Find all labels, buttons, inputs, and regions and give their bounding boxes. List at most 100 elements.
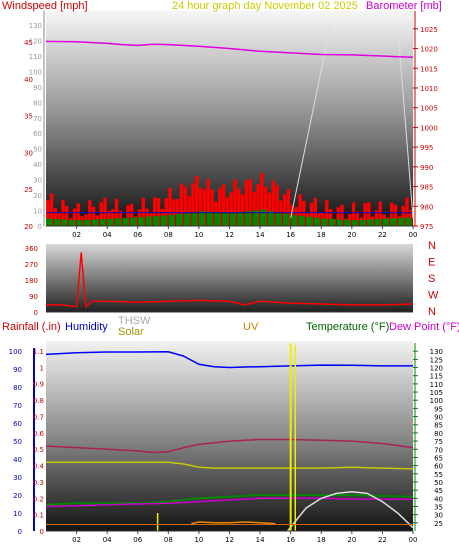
wind-avg-bar <box>198 211 205 226</box>
compass-label-3: E <box>428 257 435 269</box>
inner-tick-10: 10 <box>33 208 42 216</box>
mb-tick-1010: 1010 <box>420 85 438 93</box>
temp-tick-55: 55 <box>434 471 443 479</box>
wind-avg-bar <box>160 215 167 226</box>
temp-tick-85: 85 <box>434 422 443 430</box>
mb-tick-980: 980 <box>420 203 433 211</box>
wind-avg-bar <box>91 219 98 226</box>
thsw-line <box>45 438 414 454</box>
wind-avg-bar <box>321 218 328 226</box>
temp-tick-130: 130 <box>430 348 443 356</box>
wind-avg-bar <box>130 217 137 226</box>
wind-gust-bar <box>283 194 287 226</box>
wind-avg-bar <box>84 219 91 226</box>
uv-line <box>191 521 276 525</box>
wind-gust-bar <box>328 209 333 226</box>
panel3-x-label-14: 14 <box>256 536 265 544</box>
panel1-x-label-04: 04 <box>103 231 112 239</box>
panel3-x-label-02: 02 <box>72 536 81 544</box>
wind-gust-bar <box>252 191 256 226</box>
wind-avg-bar <box>107 218 114 226</box>
temp-tick-30: 30 <box>434 512 443 520</box>
wind-gust-bar <box>313 198 318 226</box>
wind-gust-bar <box>65 205 69 226</box>
wind-gust-bar <box>110 209 115 226</box>
inner-tick-70: 70 <box>33 115 42 123</box>
wind-gust-bar <box>107 210 111 226</box>
humidity-tick-40: 40 <box>13 456 22 464</box>
rain-tick-0.4: 0.4 <box>33 463 45 471</box>
rain-tick-0.1: 0.1 <box>33 512 44 520</box>
humidity-tick-0: 0 <box>18 528 22 536</box>
dewpoint-label: Dew Point (°F) <box>389 321 459 333</box>
wind-gust-bar <box>72 208 77 226</box>
humidity-tick-10: 10 <box>13 510 22 518</box>
mb-tick-1005: 1005 <box>420 105 438 113</box>
rain-tick-1.1: 1.1 <box>33 348 44 356</box>
mph-tick-20: 20 <box>24 223 33 231</box>
wind-gust-bar <box>141 197 145 226</box>
rain-tick-0.6: 0.6 <box>33 430 45 438</box>
wind-gust-bar <box>336 207 340 226</box>
panel3-x-label-18: 18 <box>317 536 326 544</box>
wind-gust-bar <box>390 202 394 226</box>
wind-avg-bar <box>137 217 144 226</box>
dir-tick-180: 180 <box>25 277 38 285</box>
wind-gust-bar <box>244 180 249 226</box>
panel3-x-label-04: 04 <box>103 536 112 544</box>
wind-gust-bar <box>103 197 107 226</box>
panel1-x-label-02: 02 <box>72 231 81 239</box>
barometer-axis-label: Barometer [mb] <box>366 0 442 12</box>
dir-tick-270: 270 <box>25 261 38 269</box>
wind-avg-bar <box>367 219 374 226</box>
wind-gust-bar <box>401 205 405 226</box>
humidity-tick-100: 100 <box>9 348 22 356</box>
wind-gust-bar <box>168 188 172 226</box>
wind-gust-bar <box>351 202 356 226</box>
wind-gust-bar <box>355 211 360 226</box>
wind-avg-bar <box>229 212 236 226</box>
panel1-x-label-12: 12 <box>225 231 234 239</box>
panel1-x-label-14: 14 <box>256 231 265 239</box>
temp-tick-70: 70 <box>434 446 443 454</box>
inner-tick-130: 130 <box>29 22 42 30</box>
wind-gust-bar <box>405 197 409 226</box>
panel1-x-label-22: 22 <box>378 231 387 239</box>
wind-avg-bar <box>267 211 274 226</box>
rain-tick-0.2: 0.2 <box>33 495 44 503</box>
rain-tick-1: 1 <box>40 364 44 372</box>
inner-tick-100: 100 <box>29 68 42 76</box>
panel1-x-label-06: 06 <box>133 231 142 239</box>
panel1-x-label-16: 16 <box>286 231 295 239</box>
wind-gust-bar <box>179 183 184 226</box>
wind-gust-bar <box>198 187 203 226</box>
wind-gust-bar <box>374 210 379 226</box>
wind-gust-bar <box>183 186 188 226</box>
temp-tick-40: 40 <box>434 495 443 503</box>
panel3-x-label-00: 00 <box>409 536 418 544</box>
wind-direction-line <box>46 252 414 309</box>
wind-gust-bar <box>275 185 279 226</box>
panel1-x-label-18: 18 <box>317 231 326 239</box>
temperature-label: Temperature (°F) <box>306 321 389 333</box>
wind-gust-bar <box>153 197 157 226</box>
wind-gust-bar <box>202 189 207 226</box>
inner-tick-0: 0 <box>38 223 42 231</box>
temp-tick-50: 50 <box>434 479 443 487</box>
wind-avg-bar <box>183 213 190 226</box>
wind-gust-bar <box>393 204 398 226</box>
humidity-tick-20: 20 <box>13 492 22 500</box>
temp-tick-95: 95 <box>434 405 443 413</box>
mb-tick-1000: 1000 <box>420 124 438 132</box>
rainfall-label: Rainfall (.in) <box>2 321 61 333</box>
solar-spike-line <box>397 25 414 219</box>
humidity-tick-70: 70 <box>13 402 22 410</box>
dir-tick-90: 90 <box>29 293 38 301</box>
wind-gust-bar <box>256 184 260 226</box>
panel1-x-label-10: 10 <box>194 231 203 239</box>
rain-tick-0.7: 0.7 <box>33 413 44 421</box>
dir-tick-360: 360 <box>25 245 38 253</box>
temp-tick-100: 100 <box>430 397 443 405</box>
